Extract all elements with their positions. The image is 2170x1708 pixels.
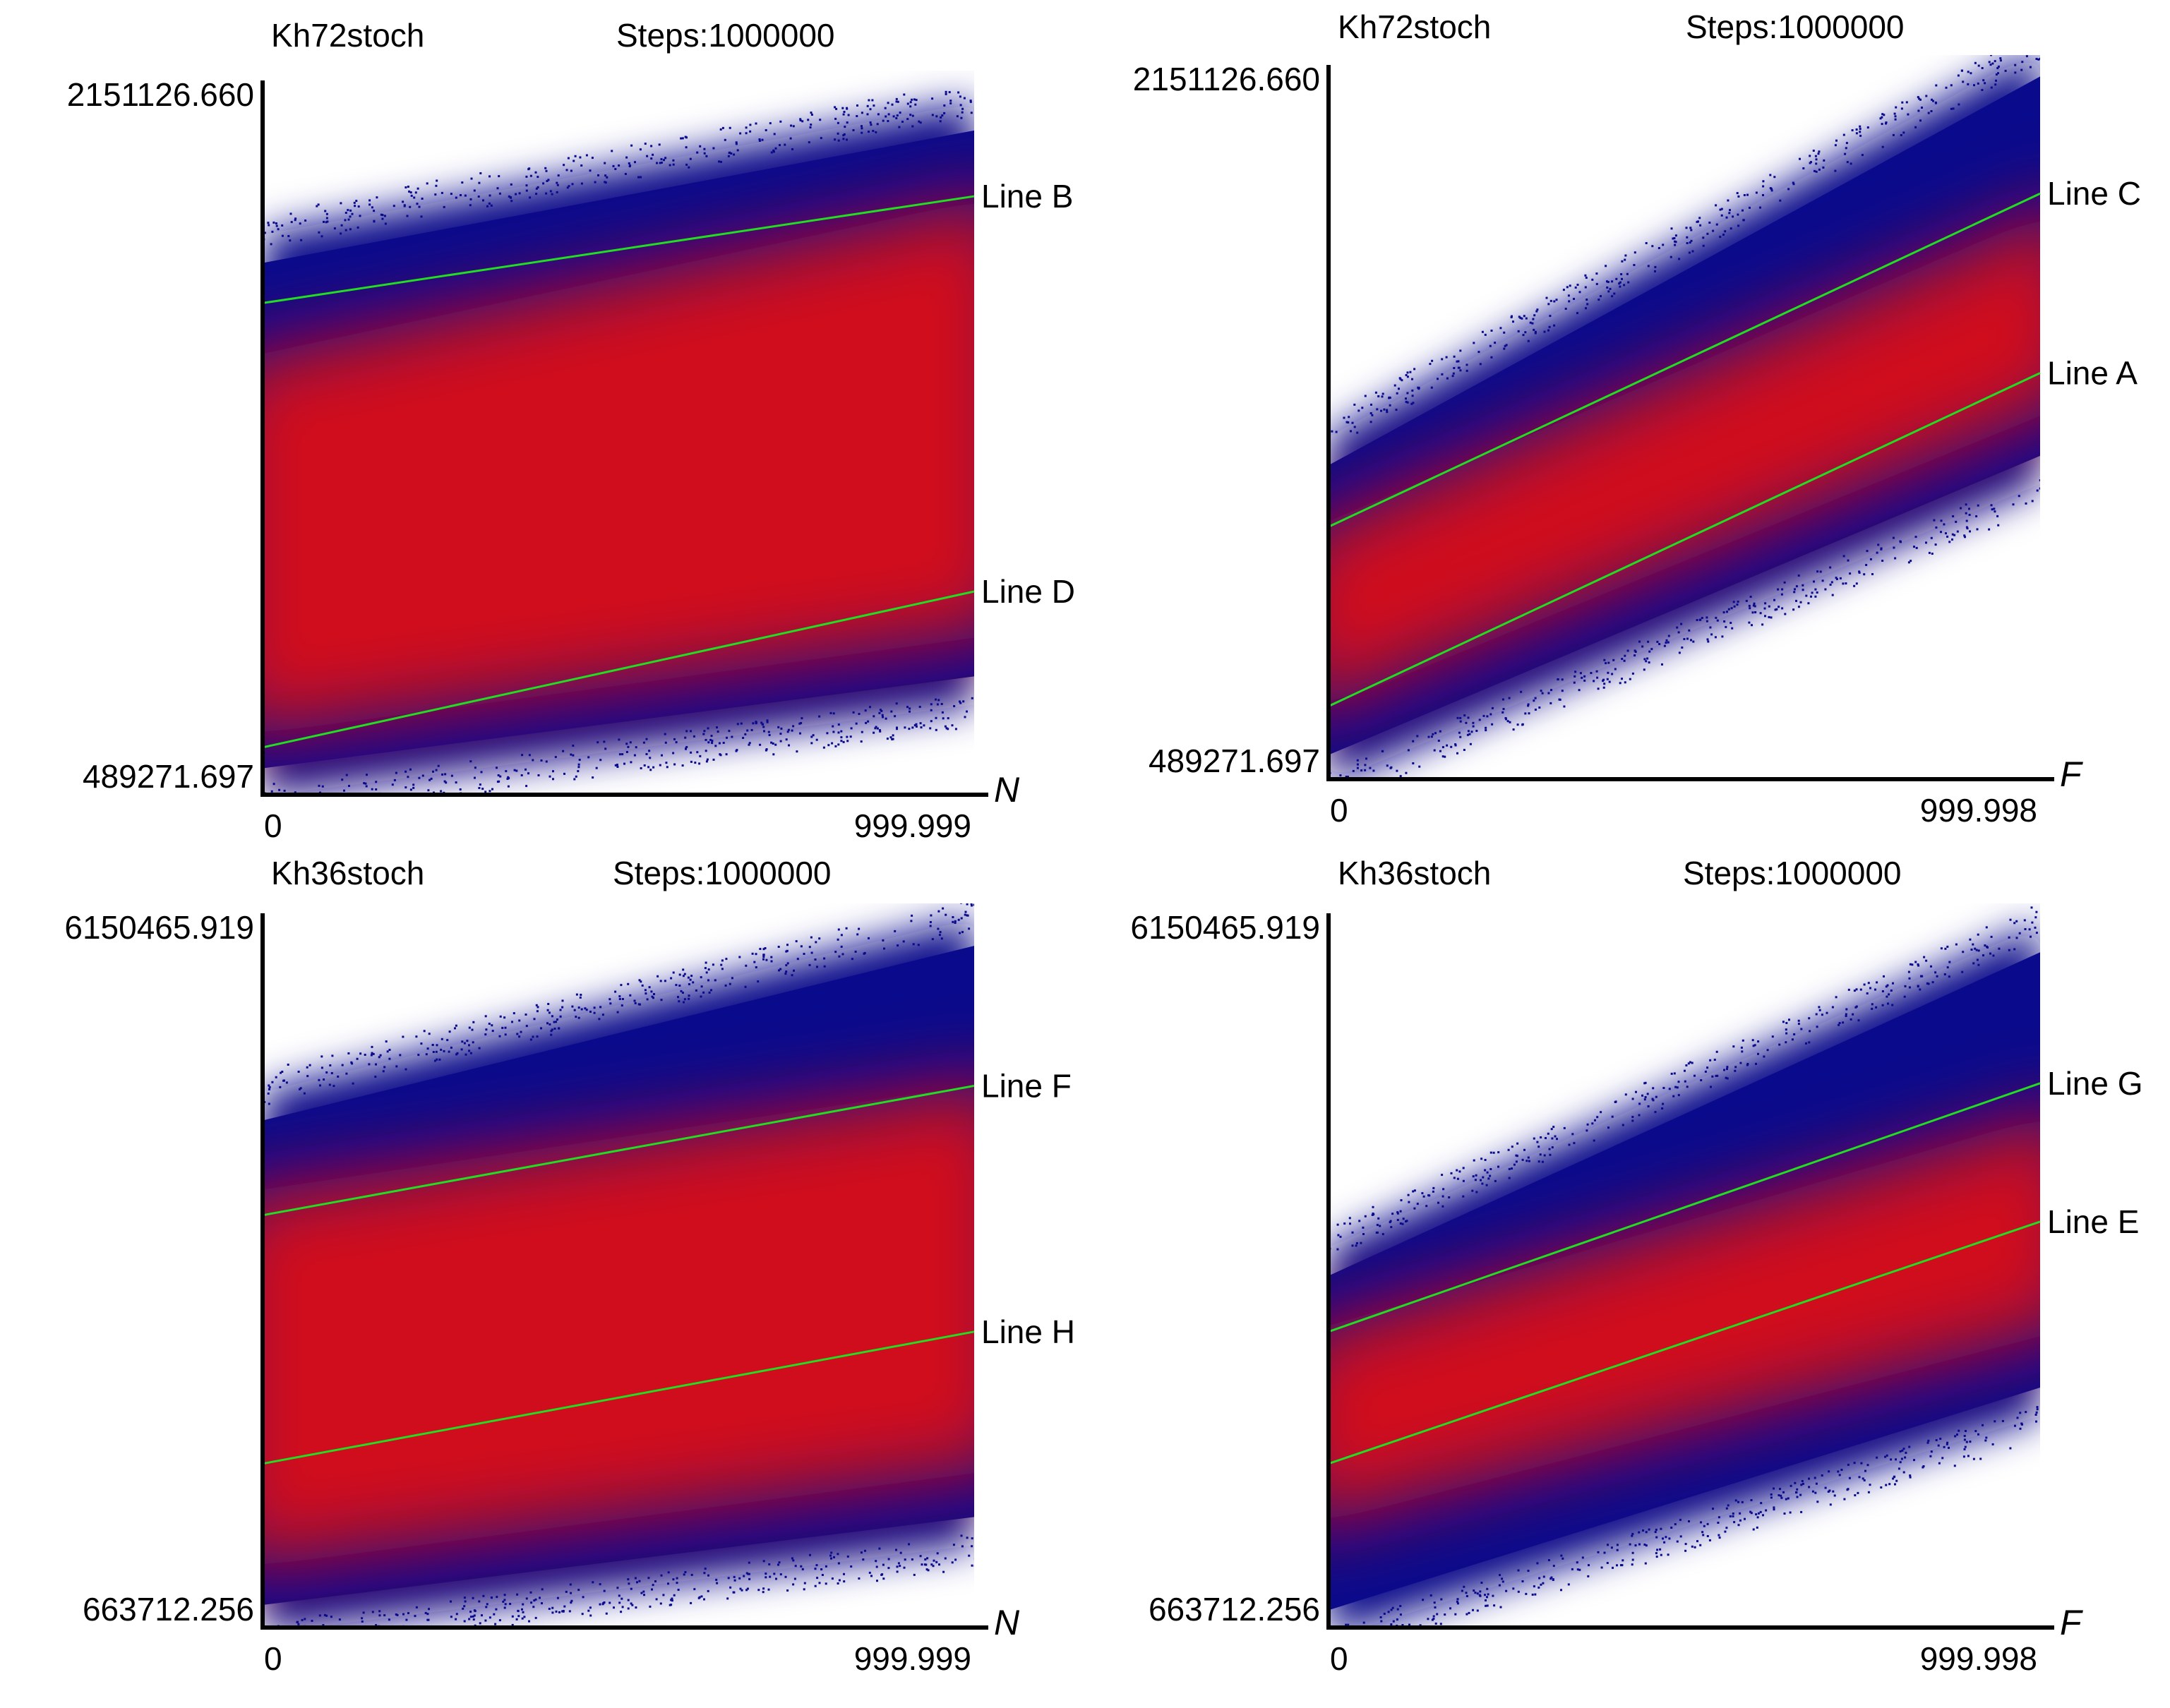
y-tick-label: 489271.697 [83, 758, 254, 795]
x-axis-label: F [2060, 754, 2083, 794]
fit-line [1328, 372, 2041, 708]
fit-line-label: Line E [2047, 1203, 2139, 1240]
x-tick-label: 999.999 [854, 1640, 971, 1677]
fit-line [262, 1330, 975, 1465]
fit-line [262, 590, 975, 749]
scatter-panel: Line F Line H Kh36stoch Steps:1000000 615046… [64, 855, 1075, 1677]
fit-line [1328, 1220, 2041, 1465]
x-axis-label: F [2060, 1603, 2083, 1642]
fit-line-label: Line B [981, 178, 1073, 215]
y-tick-label: 663712.256 [83, 1591, 254, 1628]
x-tick-label: 0 [1330, 1640, 1348, 1677]
fit-line-label: Line D [981, 573, 1075, 610]
scatter-edge-points [263, 90, 973, 795]
scatter-panel: Line C Line A Kh72stoch Steps:1000000 215112… [1133, 8, 2141, 829]
scatter-edge-points [1329, 906, 2039, 1628]
chart-title: Kh36stoch [1338, 855, 1491, 891]
fit-line [262, 195, 975, 304]
plot-area [263, 90, 974, 795]
fit-line [1328, 1082, 2041, 1333]
y-tick-label: 6150465.919 [1130, 909, 1320, 946]
x-axis-label: N [994, 1603, 1020, 1642]
chart-subtitle: Steps:1000000 [1686, 8, 1905, 45]
chart-title: Kh72stoch [1338, 8, 1491, 45]
scatter-edge-points [1329, 55, 2040, 779]
fit-line-label: Line C [2047, 175, 2141, 212]
x-tick-label: 0 [264, 1640, 282, 1677]
y-tick-label: 2151126.660 [1133, 61, 1320, 97]
x-tick-label: 999.998 [1920, 1640, 2037, 1677]
fit-line [262, 1084, 975, 1217]
fit-line-label: Line F [981, 1067, 1072, 1104]
chart-subtitle: Steps:1000000 [1683, 855, 1902, 891]
plot-area [1329, 55, 2040, 779]
x-tick-label: 999.999 [854, 807, 971, 844]
scatter-cloud-core [263, 1085, 974, 1566]
scatter-cloud-core [1329, 216, 2040, 706]
scatter-cloud-core [1329, 1117, 2040, 1522]
fit-line-label: Line G [2047, 1065, 2143, 1102]
y-tick-label: 6150465.919 [64, 909, 254, 946]
y-tick-label: 663712.256 [1149, 1591, 1320, 1628]
chart-subtitle: Steps:1000000 [616, 17, 835, 54]
scatter-panel: Line B Line D Kh72stoch Steps:1000000 215112… [67, 17, 1075, 844]
y-tick-label: 2151126.660 [67, 76, 254, 113]
x-tick-label: 0 [1330, 792, 1348, 829]
scatter-panel: Line G Line E Kh36stoch Steps:1000000 615046… [1130, 855, 2142, 1677]
fit-line [1328, 192, 2041, 528]
x-axis-label: N [994, 770, 1020, 810]
plot-area [263, 903, 974, 1628]
x-tick-label: 0 [264, 807, 282, 844]
fit-line-label: Line A [2047, 354, 2138, 391]
chart-title: Kh72stoch [271, 17, 424, 54]
scatter-cloud-core [263, 200, 974, 733]
chart-title: Kh36stoch [271, 855, 424, 891]
chart-subtitle: Steps:1000000 [613, 855, 832, 891]
scatter-edge-points [263, 903, 974, 1628]
y-tick-label: 489271.697 [1149, 742, 1320, 779]
x-tick-label: 999.998 [1920, 792, 2037, 829]
fit-line-label: Line H [981, 1313, 1075, 1350]
plot-area [1329, 906, 2040, 1628]
